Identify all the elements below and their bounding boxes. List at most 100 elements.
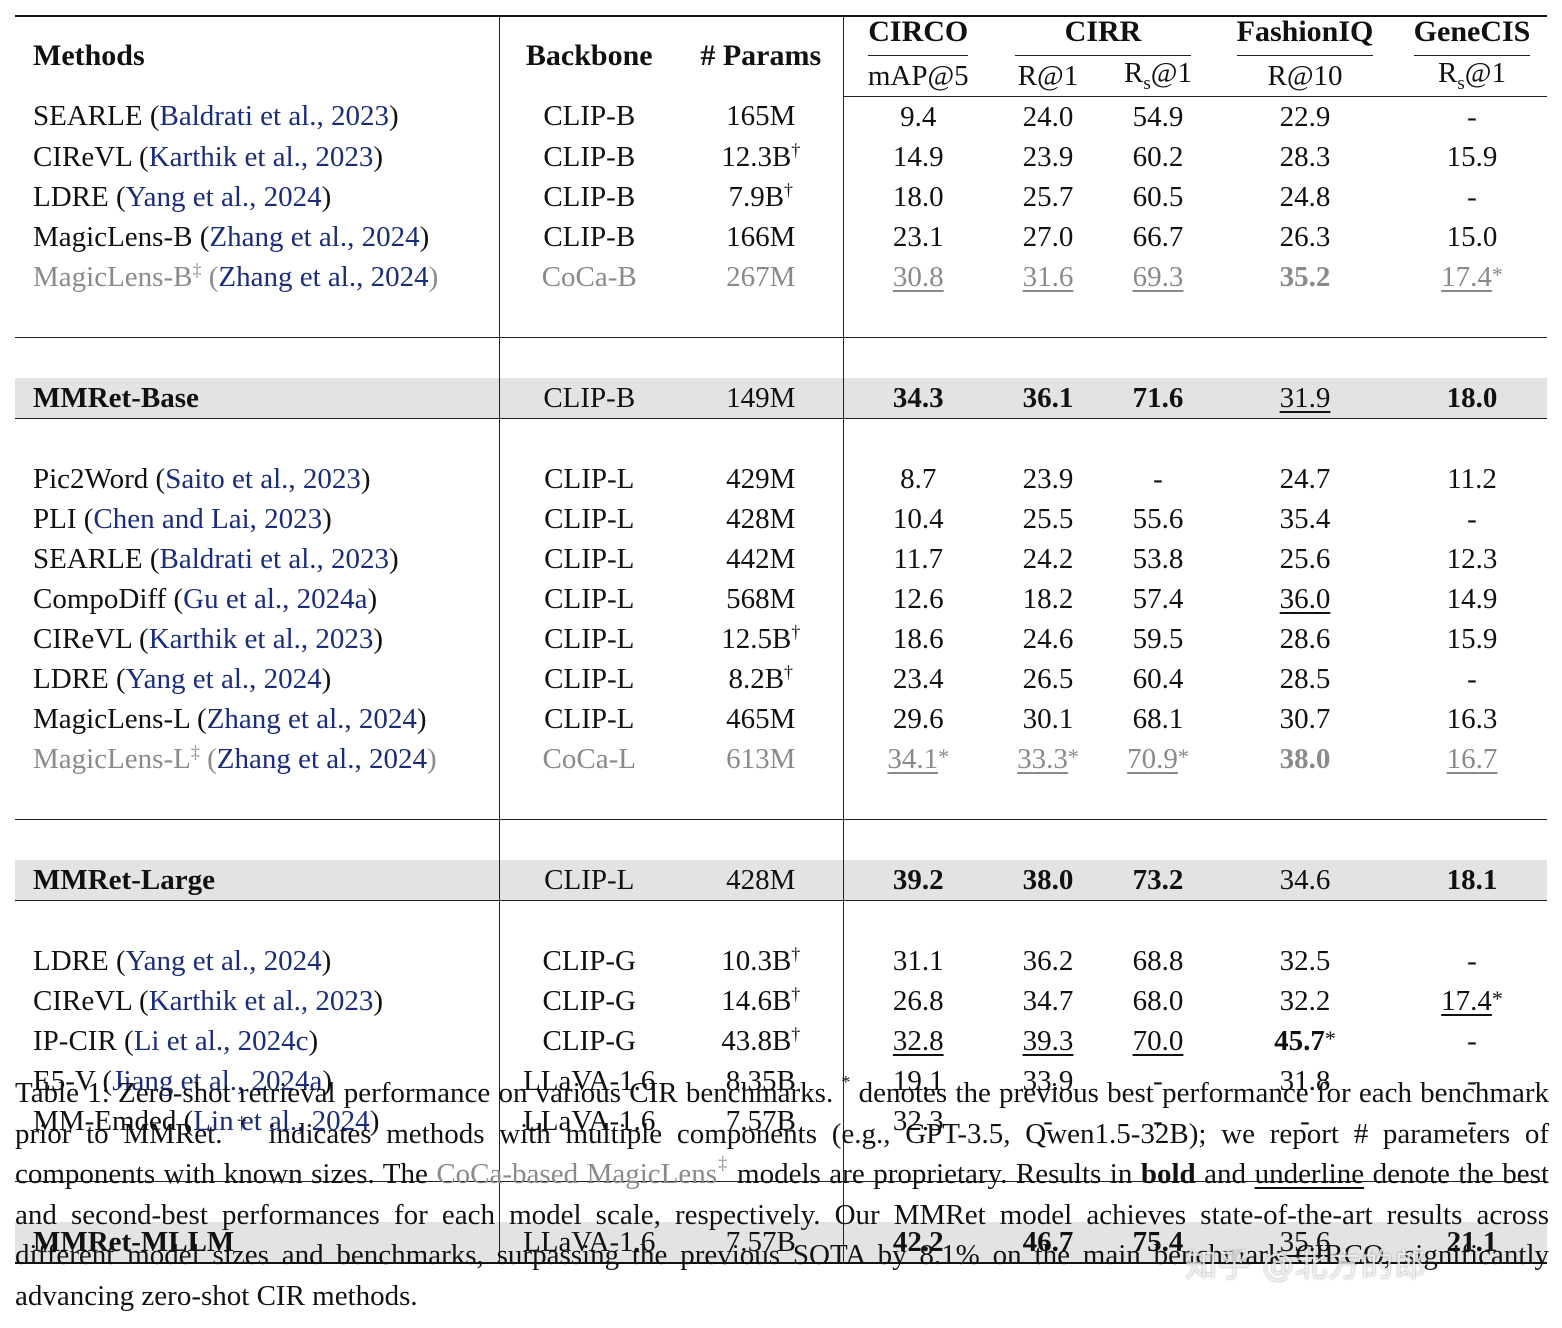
score-cell: 60.2 <box>1103 137 1213 177</box>
score-cell: 17.4* <box>1397 257 1547 297</box>
score-value: - <box>1467 502 1477 535</box>
score-cell: 12.3 <box>1397 539 1547 579</box>
params-cell: 10.3B† <box>679 941 843 981</box>
score-cell: 36.1 <box>993 378 1103 419</box>
score-cell: 34.3 <box>842 378 993 419</box>
table-row: MagicLens-L (Zhang et al., 2024) CLIP-L 46… <box>15 699 1547 739</box>
params-value: 14.6B <box>721 984 792 1017</box>
score-cell: - <box>1397 97 1547 138</box>
method-cell: E5-V (Jiang et al., 2024a) <box>33 1064 333 1097</box>
score-value: 23.9 <box>1022 140 1074 173</box>
citation-link[interactable]: Baldrati et al., 2023 <box>159 542 390 575</box>
score-cell: 23.9 <box>993 137 1103 177</box>
score-value: 60.4 <box>1132 662 1184 695</box>
params-cell: 43.8B† <box>679 1021 843 1061</box>
citation-link[interactable]: Gu et al., 2024a <box>183 582 368 615</box>
citation-link[interactable]: Karthik et al., 2023 <box>148 140 374 173</box>
score-value: 18.2 <box>1022 582 1074 615</box>
score-value: 60.2 <box>1132 140 1184 173</box>
header-row-groups: Methods Backbone # Params CIRCO CIRR Fas… <box>15 15 1547 97</box>
header-row-metrics: mAP@5 R@1 Rs@1 R@10 Rs@1 <box>15 56 1548 97</box>
score-value: 33.9 <box>1022 1064 1074 1097</box>
method-cell: MMRet-MLLM <box>15 1222 499 1264</box>
method-name: CIReVL <box>33 140 132 173</box>
method-cell: SEARLE (Baldrati et al., 2023) <box>33 100 399 133</box>
score-value: 16.7 <box>1446 742 1498 775</box>
score-value: 32.3 <box>892 1104 944 1137</box>
row-spacer <box>15 337 1547 378</box>
score-cell: 24.8 <box>1213 177 1397 217</box>
metric-genecis-rs1-sub: s <box>1457 72 1465 94</box>
score-value: 21.1 <box>1446 1225 1498 1258</box>
score-value: 38.0 <box>1279 742 1331 775</box>
score-value: 68.1 <box>1132 702 1184 735</box>
score-cell: 36.0 <box>1213 579 1397 619</box>
row-separator <box>15 1141 1548 1182</box>
params-cell: 428M <box>679 860 843 901</box>
score-cell: 30.8 <box>842 257 993 297</box>
citation-link[interactable]: Zhang et al., 2024 <box>209 220 420 253</box>
score-value: 11.2 <box>1447 462 1497 495</box>
params-mark: † <box>791 983 801 1004</box>
score-value: 75.4 <box>1132 1225 1184 1258</box>
method-cell: SEARLE (Baldrati et al., 2023) <box>33 542 399 575</box>
params-cell: 165M <box>679 97 843 138</box>
citation-link[interactable]: Saito et al., 2023 <box>165 462 361 495</box>
citation-link[interactable]: Yang et al., 2024 <box>125 662 322 695</box>
score-value: 18.0 <box>892 180 944 213</box>
score-value: 25.5 <box>1022 502 1074 535</box>
citation-link[interactable]: Chen and Lai, 2023 <box>93 502 323 535</box>
score-value: - <box>1300 1104 1310 1137</box>
score-value: 42.2 <box>892 1225 944 1258</box>
citation-link[interactable]: Jiang et al., 2024a <box>112 1064 323 1097</box>
score-value: 24.6 <box>1022 622 1074 655</box>
method-name: CIReVL <box>33 984 132 1017</box>
citation-link[interactable]: Zhang et al., 2024 <box>216 742 427 775</box>
score-value: 35.2 <box>1279 260 1331 293</box>
params-value: 165M <box>726 100 796 133</box>
score-cell: 18.0 <box>842 177 993 217</box>
table-row-ours: MMRet-Large CLIP-L 428M 39.2 38.0 73.2 34.6 18.… <box>15 860 1548 901</box>
method-name: MM-Emded <box>33 1104 177 1137</box>
score-cell: 54.9 <box>1103 97 1213 138</box>
citation-link[interactable]: Li et al., 2024c <box>133 1024 309 1057</box>
citation-link[interactable]: Zhang et al., 2024 <box>218 260 429 293</box>
score-cell: 32.3 <box>842 1101 993 1141</box>
params-cell: 428M <box>679 499 843 539</box>
citation-link[interactable]: Zhang et al., 2024 <box>206 702 417 735</box>
score-cell: 60.5 <box>1103 177 1213 217</box>
citation-link[interactable]: Yang et al., 2024 <box>125 180 322 213</box>
backbone-cell: CLIP-L <box>498 619 679 659</box>
score-cell: 16.3 <box>1397 699 1547 739</box>
group-label-fashioniq: FashionIQ <box>1236 15 1374 56</box>
citation-link[interactable]: Yang et al., 2024 <box>125 944 322 977</box>
metric-circo-map5: mAP@5 <box>842 56 993 97</box>
params-value: 568M <box>726 582 796 615</box>
table-row: IP-CIR (Li et al., 2024c) CLIP-G 43.8B† 32.… <box>15 1021 1547 1061</box>
caption-text-3: indicates methods with multiple componen… <box>15 1117 1550 1191</box>
score-value: 25.7 <box>1022 180 1074 213</box>
score-value: 10.4 <box>892 502 944 535</box>
score-cell: - <box>1397 1021 1547 1061</box>
method-name: MagicLens-L <box>33 742 191 775</box>
score-cell: 38.0 <box>1213 739 1397 779</box>
params-value: 267M <box>726 260 796 293</box>
score-cell: - <box>1397 177 1547 217</box>
score-value: 55.6 <box>1132 502 1184 535</box>
citation-link[interactable]: Lin et al., 2024 <box>193 1104 370 1137</box>
score-cell: 23.9 <box>993 459 1103 499</box>
citation-link[interactable]: Baldrati et al., 2023 <box>159 100 390 133</box>
score-value: 60.5 <box>1132 180 1184 213</box>
method-cell: CompoDiff (Gu et al., 2024a) <box>33 582 378 615</box>
group-label-genecis: GeneCIS <box>1413 15 1531 56</box>
metric-genecis-rs1-r: R <box>1438 57 1458 90</box>
score-value: 32.8 <box>892 1024 944 1057</box>
score-cell: 14.9 <box>1397 579 1547 619</box>
method-cell: MagicLens-L‡ (Zhang et al., 2024) <box>33 741 437 775</box>
citation-link[interactable]: Karthik et al., 2023 <box>148 984 374 1017</box>
score-cell: - <box>1397 941 1547 981</box>
table-row: MagicLens-L‡ (Zhang et al., 2024) CoCa-L 6… <box>15 739 1547 779</box>
score-cell: 15.9 <box>1397 137 1547 177</box>
citation-link[interactable]: Karthik et al., 2023 <box>148 622 374 655</box>
method-cell: Pic2Word (Saito et al., 2023) <box>33 462 371 495</box>
